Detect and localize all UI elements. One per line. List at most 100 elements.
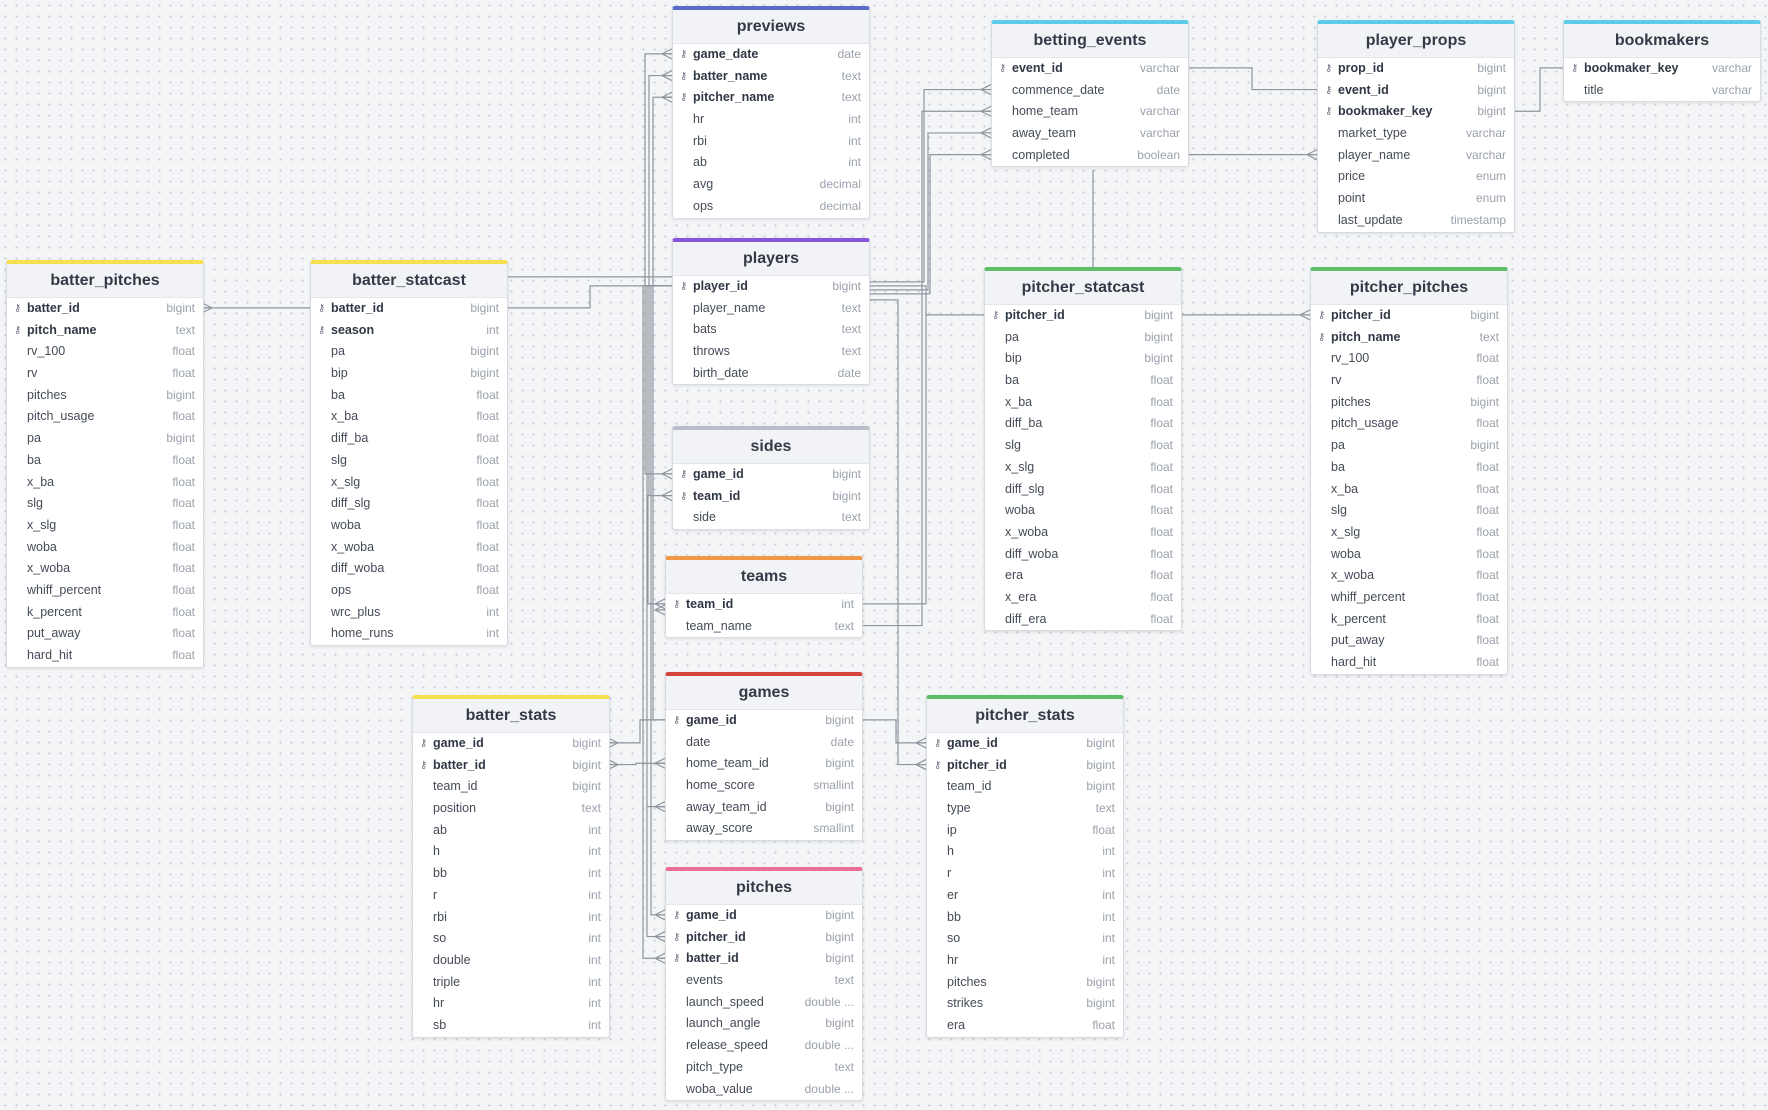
column-row[interactable]: market_type varchar (1318, 123, 1514, 145)
column-row[interactable]: home_runs int (311, 623, 507, 645)
column-row[interactable]: er int (927, 885, 1123, 907)
column-row[interactable]: bip bigint (985, 348, 1181, 370)
column-row[interactable]: ba float (1311, 457, 1507, 479)
table-title[interactable]: games (666, 676, 862, 710)
column-row[interactable]: ⚷ bookmaker_key bigint (1318, 101, 1514, 123)
table-title[interactable]: teams (666, 560, 862, 594)
table-title[interactable]: bookmakers (1564, 24, 1760, 58)
column-row[interactable]: ⚷ season int (311, 320, 507, 342)
column-row[interactable]: whiff_percent float (7, 580, 203, 602)
column-row[interactable]: h int (413, 841, 609, 863)
column-row[interactable]: bats text (673, 319, 869, 341)
column-row[interactable]: rv float (1311, 370, 1507, 392)
column-row[interactable]: k_percent float (1311, 609, 1507, 631)
table-players[interactable]: players ⚷ player_id bigint player_name text ba… (672, 238, 870, 386)
column-row[interactable]: bb int (413, 863, 609, 885)
column-row[interactable]: price enum (1318, 166, 1514, 188)
column-row[interactable]: rv_100 float (7, 341, 203, 363)
table-title[interactable]: pitches (666, 871, 862, 905)
table-player-props[interactable]: player_props ⚷ prop_id bigint ⚷ event_id bigin… (1317, 20, 1515, 233)
column-row[interactable]: era float (927, 1015, 1123, 1037)
table-title[interactable]: sides (673, 430, 869, 464)
column-row[interactable]: k_percent float (7, 602, 203, 624)
column-row[interactable]: bip bigint (311, 363, 507, 385)
column-row[interactable]: h int (927, 841, 1123, 863)
column-row[interactable]: ⚷ game_id bigint (413, 733, 609, 755)
table-bookmakers[interactable]: bookmakers ⚷ bookmaker_key varchar title varc… (1563, 20, 1761, 103)
column-row[interactable]: slg float (1311, 500, 1507, 522)
column-row[interactable]: diff_ba float (311, 428, 507, 450)
column-row[interactable]: so int (413, 928, 609, 950)
column-row[interactable]: ba float (311, 385, 507, 407)
column-row[interactable]: ⚷ event_id bigint (1318, 80, 1514, 102)
table-batter-statcast[interactable]: batter_statcast ⚷ batter_id bigint ⚷ season in… (310, 260, 508, 646)
column-row[interactable]: woba float (985, 500, 1181, 522)
column-row[interactable]: x_slg float (985, 457, 1181, 479)
column-row[interactable]: commence_date date (992, 80, 1188, 102)
table-pitcher-statcast[interactable]: pitcher_statcast ⚷ pitcher_id bigint pa bigin… (984, 267, 1182, 632)
column-row[interactable]: ⚷ game_id bigint (666, 905, 862, 927)
table-games[interactable]: games ⚷ game_id bigint date date home_team_id b… (665, 672, 863, 842)
column-row[interactable]: x_woba float (7, 558, 203, 580)
column-row[interactable]: title varchar (1564, 80, 1760, 102)
column-row[interactable]: slg float (311, 450, 507, 472)
column-row[interactable]: sb int (413, 1015, 609, 1037)
table-title[interactable]: pitcher_statcast (985, 271, 1181, 305)
column-row[interactable]: x_ba float (1311, 479, 1507, 501)
column-row[interactable]: pa bigint (311, 341, 507, 363)
column-row[interactable]: pa bigint (7, 428, 203, 450)
column-row[interactable]: x_era float (985, 587, 1181, 609)
column-row[interactable]: ⚷ bookmaker_key varchar (1564, 58, 1760, 80)
column-row[interactable]: ⚷ pitcher_id bigint (927, 755, 1123, 777)
column-row[interactable]: ⚷ event_id varchar (992, 58, 1188, 80)
column-row[interactable]: rv float (7, 363, 203, 385)
column-row[interactable]: diff_slg float (985, 479, 1181, 501)
column-row[interactable]: ab int (673, 152, 869, 174)
column-row[interactable]: home_team varchar (992, 101, 1188, 123)
column-row[interactable]: throws text (673, 341, 869, 363)
column-row[interactable]: x_woba float (985, 522, 1181, 544)
table-title[interactable]: pitcher_pitches (1311, 271, 1507, 305)
column-row[interactable]: hard_hit float (1311, 652, 1507, 674)
column-row[interactable]: team_name text (666, 616, 862, 638)
column-row[interactable]: ip float (927, 820, 1123, 842)
table-title[interactable]: player_props (1318, 24, 1514, 58)
column-row[interactable]: pitches bigint (7, 385, 203, 407)
column-row[interactable]: hr int (673, 109, 869, 131)
column-row[interactable]: x_slg float (7, 515, 203, 537)
column-row[interactable]: ops float (311, 580, 507, 602)
column-row[interactable]: release_speed double ... (666, 1035, 862, 1057)
column-row[interactable]: woba_value double ... (666, 1079, 862, 1101)
column-row[interactable]: wrc_plus int (311, 602, 507, 624)
column-row[interactable]: triple int (413, 972, 609, 994)
column-row[interactable]: era float (985, 565, 1181, 587)
column-row[interactable]: birth_date date (673, 363, 869, 385)
column-row[interactable]: rbi int (413, 907, 609, 929)
column-row[interactable]: point enum (1318, 188, 1514, 210)
column-row[interactable]: woba float (7, 537, 203, 559)
column-row[interactable]: hr int (927, 950, 1123, 972)
column-row[interactable]: rv_100 float (1311, 348, 1507, 370)
column-row[interactable]: completed boolean (992, 145, 1188, 167)
table-pitcher-stats[interactable]: pitcher_stats ⚷ game_id bigint ⚷ pitcher_id bi… (926, 695, 1124, 1038)
table-title[interactable]: batter_statcast (311, 264, 507, 298)
column-row[interactable]: so int (927, 928, 1123, 950)
column-row[interactable]: ⚷ pitcher_name text (673, 87, 869, 109)
column-row[interactable]: ⚷ team_id int (666, 594, 862, 616)
column-row[interactable]: team_id bigint (927, 776, 1123, 798)
column-row[interactable]: x_slg float (1311, 522, 1507, 544)
column-row[interactable]: pitch_usage float (1311, 413, 1507, 435)
column-row[interactable]: ⚷ player_id bigint (673, 276, 869, 298)
column-row[interactable]: ⚷ prop_id bigint (1318, 58, 1514, 80)
column-row[interactable]: pitches bigint (927, 972, 1123, 994)
table-teams[interactable]: teams ⚷ team_id int team_name text (665, 556, 863, 639)
column-row[interactable]: slg float (7, 493, 203, 515)
column-row[interactable]: hr int (413, 993, 609, 1015)
column-row[interactable]: launch_speed double ... (666, 992, 862, 1014)
column-row[interactable]: date date (666, 732, 862, 754)
column-row[interactable]: position text (413, 798, 609, 820)
column-row[interactable]: player_name varchar (1318, 145, 1514, 167)
column-row[interactable]: ⚷ batter_id bigint (311, 298, 507, 320)
column-row[interactable]: ⚷ batter_name text (673, 66, 869, 88)
column-row[interactable]: away_team varchar (992, 123, 1188, 145)
